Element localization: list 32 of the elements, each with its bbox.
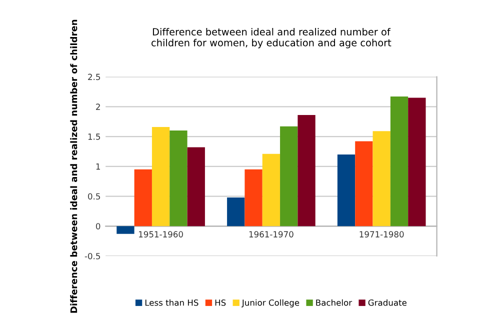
y-tick-label: 0 <box>96 223 100 230</box>
chart-title: Difference between ideal and realized number of children for women, by education and age cohort <box>152 28 392 48</box>
bar <box>187 147 205 226</box>
bar <box>337 154 356 226</box>
bar <box>170 130 188 226</box>
bar <box>152 126 170 226</box>
bar <box>262 154 280 226</box>
x-tick-label: 1961-1970 <box>249 231 294 238</box>
bar <box>280 126 298 226</box>
bar <box>134 169 152 226</box>
bar <box>116 226 134 234</box>
bar <box>408 98 426 226</box>
legend-label: Less than HS <box>145 299 198 306</box>
x-tick-label: 1971-1980 <box>360 231 404 238</box>
y-axis-title: Difference between ideal and realized number of children <box>70 20 78 313</box>
x-tick-label: 1951-1960 <box>139 231 183 238</box>
y-tick-label: 1.5 <box>88 134 100 140</box>
bar <box>227 197 245 226</box>
y-tick-label: 0.5 <box>88 193 100 200</box>
bar <box>244 169 262 226</box>
legend-label: Bachelor <box>316 299 352 306</box>
bar <box>298 115 316 226</box>
y-tick-label: -0.5 <box>84 252 100 260</box>
legend-label: Junior College <box>242 299 300 308</box>
bar <box>355 141 373 226</box>
legend-label: Graduate <box>368 299 406 306</box>
y-tick-label: 2.5 <box>88 74 100 80</box>
legend-label: HS <box>215 299 226 306</box>
y-tick-label: 1 <box>96 163 100 170</box>
bar <box>372 131 390 226</box>
y-tick-label: 2 <box>96 104 100 110</box>
bar <box>390 96 408 226</box>
